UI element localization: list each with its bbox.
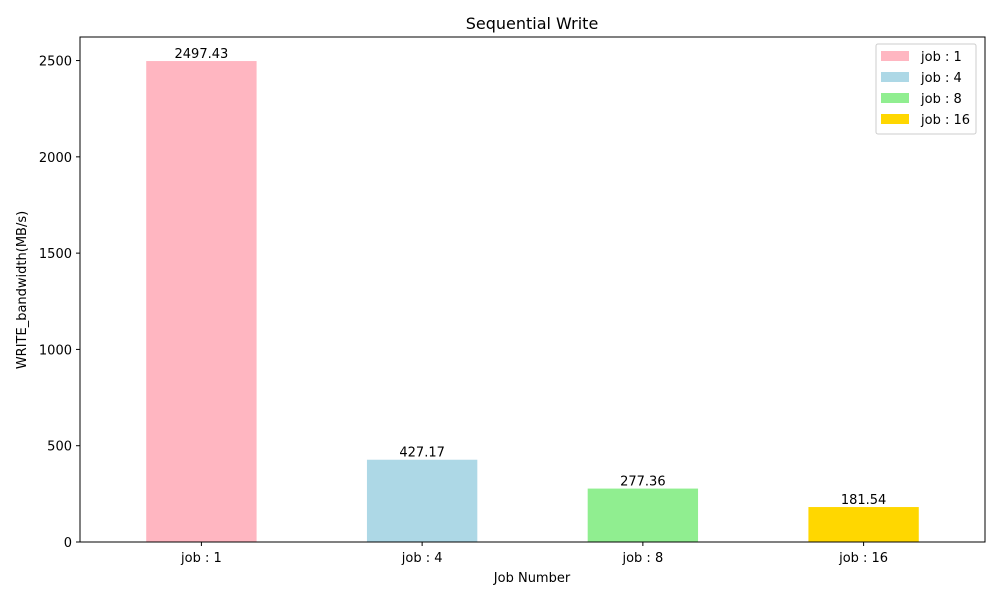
y-axis-label: WRITE_bandwidth(MB/s) <box>15 211 30 369</box>
value-labels-group: 2497.43 427.17 277.36 181.54 <box>175 47 887 508</box>
y-tick-label: 0 <box>64 536 72 551</box>
bar <box>366 459 478 542</box>
x-axis-label: Job Number <box>493 571 571 586</box>
bar-value-label: 181.54 <box>841 493 887 508</box>
bar <box>808 507 919 542</box>
y-tick-label: 500 <box>47 440 72 455</box>
bar-value-label: 277.36 <box>620 475 666 490</box>
bar-value-label: 427.17 <box>399 446 445 461</box>
legend-swatch <box>881 93 909 103</box>
legend: job : 1 job : 4 job : 8 job : 16 <box>875 43 977 135</box>
plot-frame <box>79 36 986 543</box>
x-tick-label: job : 16 <box>838 551 888 566</box>
legend-swatch <box>881 114 909 124</box>
y-tick-label: 2500 <box>39 55 72 70</box>
x-axis: job : 1 job : 4 job : 8 job : 16 <box>180 542 888 566</box>
x-tick-label: job : 8 <box>621 551 663 566</box>
y-axis: 0 500 1000 1500 2000 2500 <box>39 55 80 551</box>
x-tick-label: job : 1 <box>180 551 222 566</box>
legend-swatch <box>881 72 909 82</box>
y-tick-label: 1500 <box>39 247 72 262</box>
y-tick-label: 2000 <box>39 151 72 166</box>
legend-label: job : 8 <box>920 92 962 107</box>
legend-swatch <box>881 51 909 61</box>
x-tick-label: job : 4 <box>401 551 443 566</box>
bar <box>146 61 257 543</box>
bar <box>587 488 699 542</box>
y-tick-label: 1000 <box>39 343 72 358</box>
bar-value-label: 2497.43 <box>175 47 229 62</box>
chart-title: Sequential Write <box>466 14 599 33</box>
legend-label: job : 16 <box>920 113 970 128</box>
legend-frame <box>875 43 977 135</box>
legend-label: job : 1 <box>920 50 962 65</box>
bars-group <box>146 61 919 543</box>
legend-label: job : 4 <box>920 71 962 86</box>
